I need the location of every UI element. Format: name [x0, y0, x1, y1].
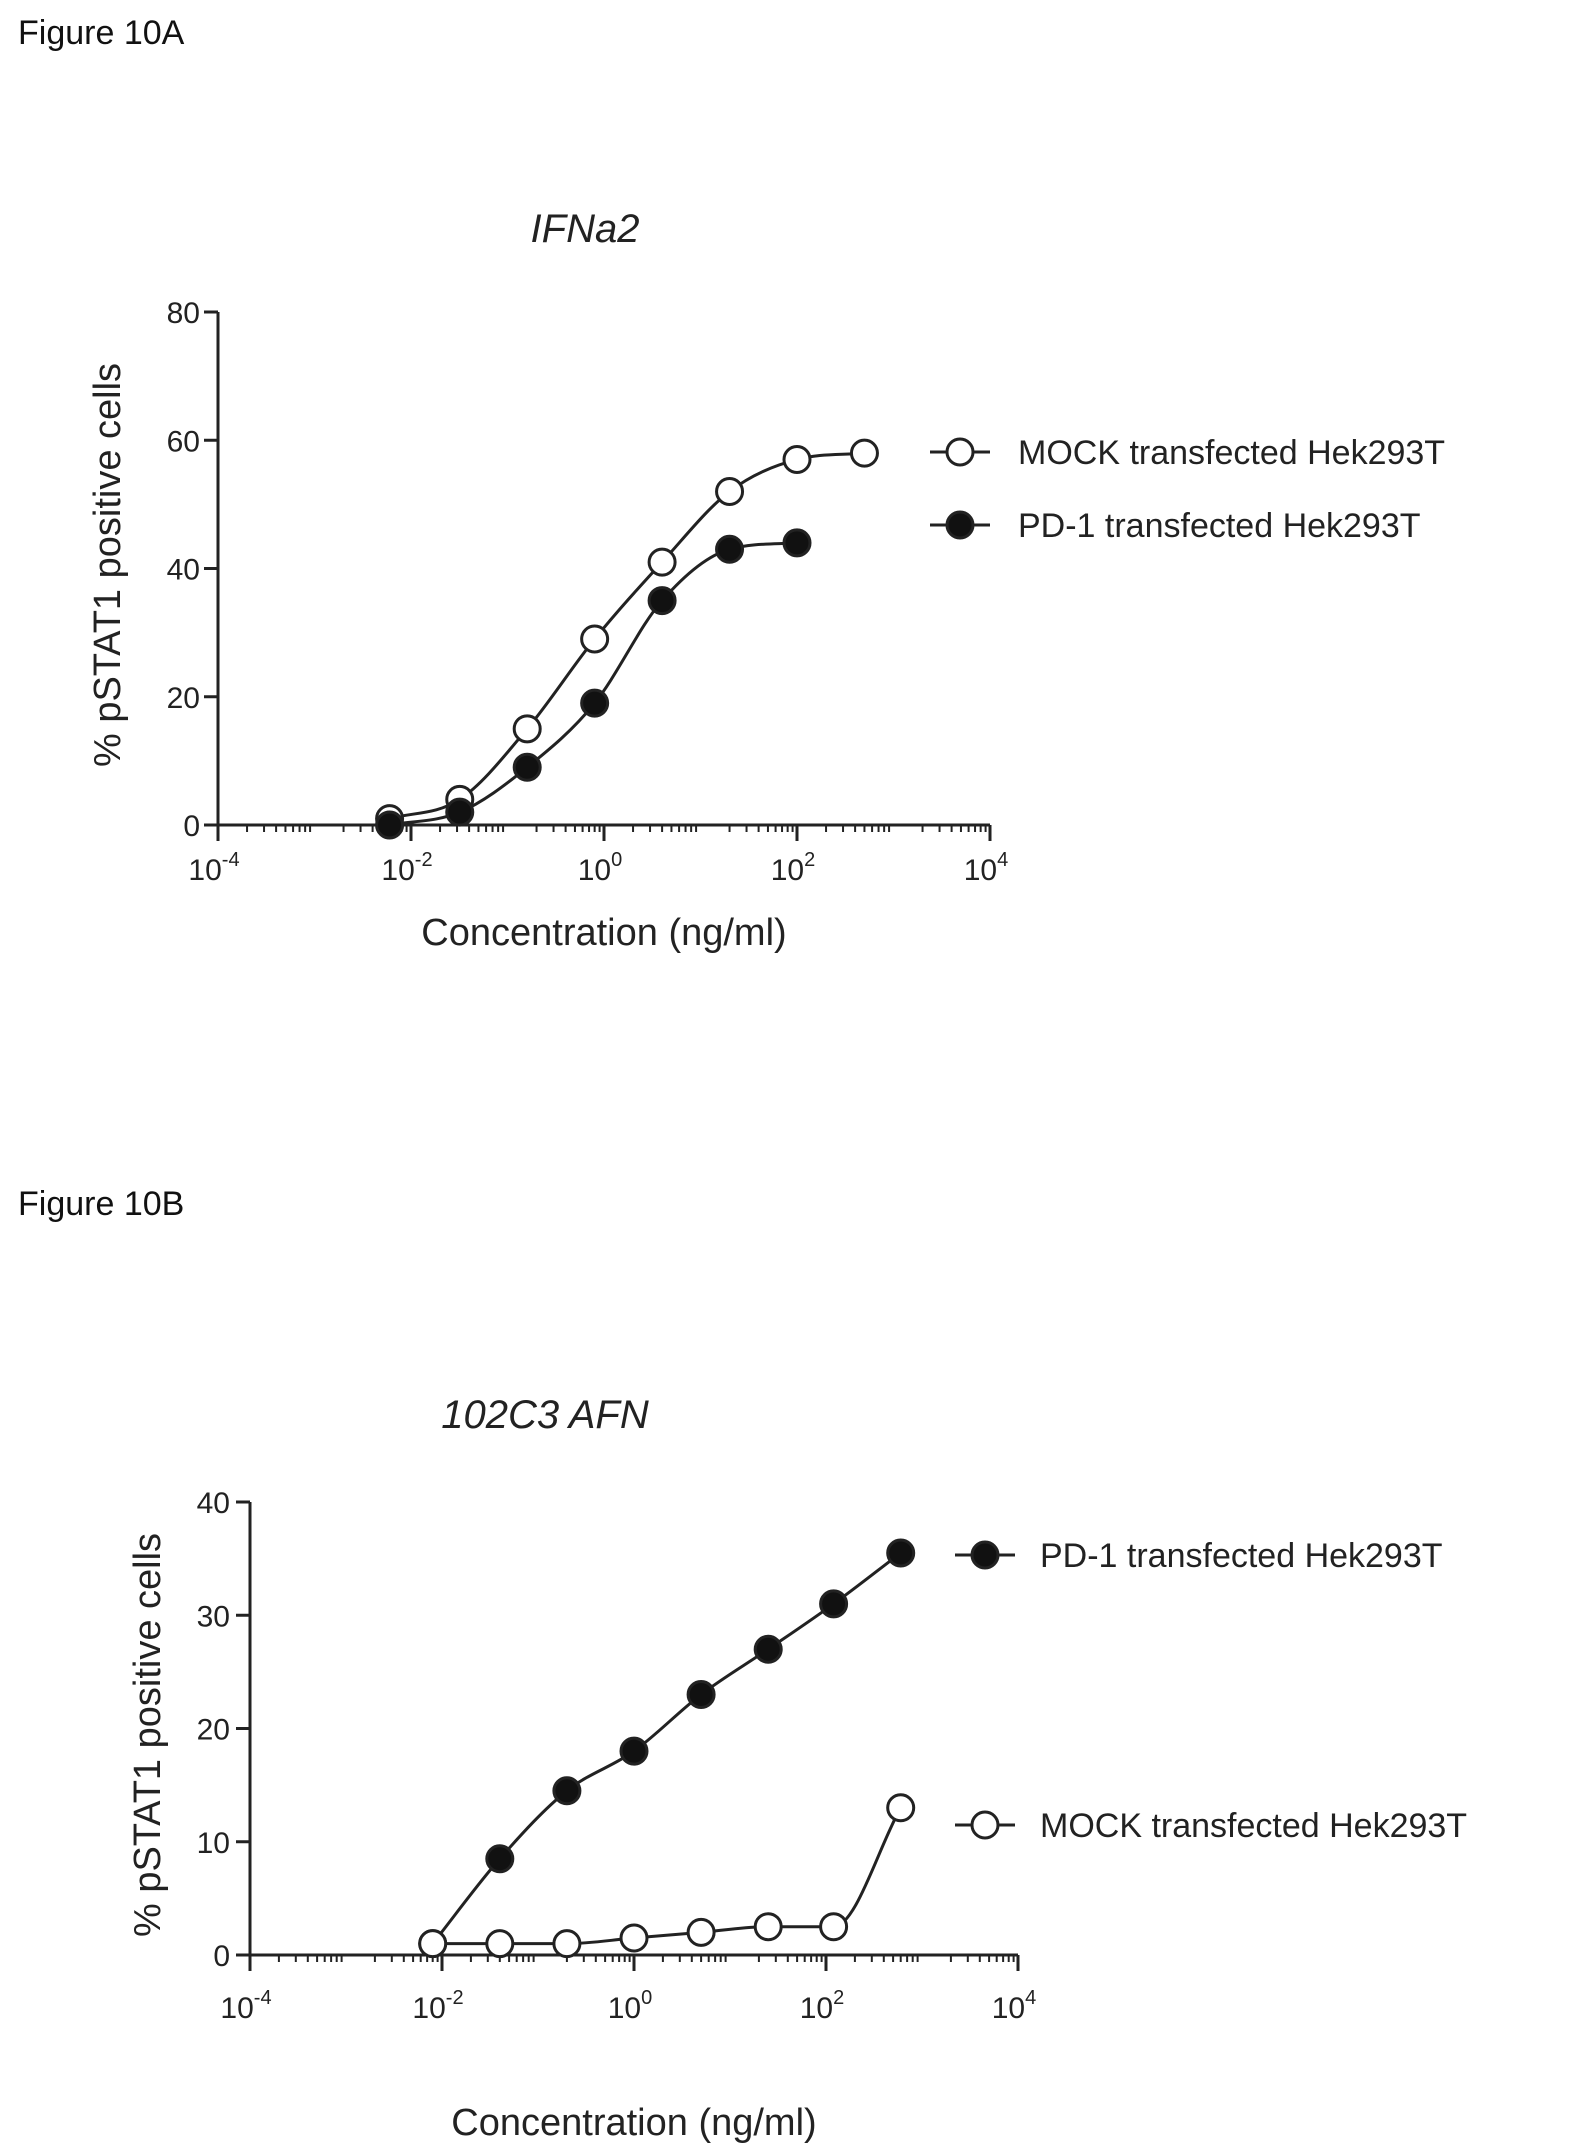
chart-title: 102C3 AFN [441, 1393, 649, 1437]
x-tick-label: 104 [964, 849, 1009, 887]
data-point [819, 1589, 849, 1619]
x-axis-label: Concentration (ng/ml) [451, 2102, 816, 2144]
x-tick-label: 102 [800, 1987, 845, 2025]
legend-entry: PD-1 transfected Hek293T [955, 1537, 1443, 1575]
x-tick-label: 104 [992, 1987, 1037, 2025]
legend-label: MOCK transfected Hek293T [1040, 1807, 1467, 1845]
data-point [686, 1917, 716, 1947]
series-line [389, 541, 798, 827]
y-axis-label: % pSTAT1 positive cells [127, 1533, 169, 1937]
x-tick-label: 100 [608, 1987, 653, 2025]
legend-entry: PD-1 transfected Hek293T [930, 507, 1421, 545]
data-point [619, 1736, 649, 1766]
data-point [782, 444, 812, 474]
legend-label: PD-1 transfected Hek293T [1018, 507, 1421, 545]
data-point [753, 1912, 783, 1942]
y-tick-label: 40 [197, 1487, 230, 1520]
legend-marker [970, 1810, 1000, 1840]
y-tick-label: 0 [183, 810, 200, 843]
y-tick-label: 0 [213, 1940, 230, 1973]
data-point [485, 1929, 515, 1959]
figure-label-b: Figure 10B [18, 1185, 185, 1223]
figure-label-a: Figure 10A [18, 14, 185, 52]
data-point [552, 1929, 582, 1959]
y-tick-label: 10 [197, 1827, 230, 1860]
x-tick-label: 102 [771, 849, 816, 887]
data-point [782, 528, 812, 558]
legend-entry: MOCK transfected Hek293T [930, 434, 1445, 472]
legend-label: MOCK transfected Hek293T [1018, 434, 1445, 472]
x-tick-label: 10-4 [220, 1987, 271, 2025]
data-point [445, 797, 475, 827]
data-point [580, 624, 610, 654]
data-point [715, 477, 745, 507]
data-point [849, 438, 879, 468]
data-point [512, 714, 542, 744]
x-tick-label: 10-2 [412, 1987, 463, 2025]
x-axis-label: Concentration (ng/ml) [421, 912, 786, 954]
legend-label: PD-1 transfected Hek293T [1040, 1537, 1443, 1575]
data-point [715, 534, 745, 564]
legend-entry: MOCK transfected Hek293T [955, 1807, 1467, 1845]
data-point [686, 1680, 716, 1710]
data-point [886, 1538, 916, 1568]
data-point [580, 688, 610, 718]
legend-marker [945, 437, 975, 467]
y-tick-label: 40 [167, 554, 200, 587]
series-pd-1 [375, 528, 812, 840]
y-tick-label: 80 [167, 297, 200, 330]
data-point [375, 810, 405, 840]
y-tick-label: 30 [197, 1600, 230, 1633]
series-line [389, 451, 865, 821]
data-point [647, 547, 677, 577]
data-point [619, 1923, 649, 1953]
chart-102c3-afn: 102C3 AFN 0 10 20 30 40 10-4 10-2 100 102 104 Conce… [127, 1393, 1467, 2144]
data-point [753, 1634, 783, 1664]
legend-marker [970, 1540, 1000, 1570]
data-point [886, 1793, 916, 1823]
y-axis-label: % pSTAT1 positive cells [87, 363, 129, 767]
x-tick-label: 10-2 [381, 849, 432, 887]
data-point [418, 1929, 448, 1959]
series-pd-1 [418, 1538, 916, 1959]
data-point [485, 1844, 515, 1874]
chart-ifna2: IFNa2 0 20 40 60 80 10-4 10-2 100 102 104 Concentra… [87, 207, 1445, 954]
data-point [552, 1776, 582, 1806]
data-point [819, 1912, 849, 1942]
y-tick-label: 20 [197, 1714, 230, 1747]
series-mock [375, 438, 879, 834]
x-tick-label: 100 [578, 849, 623, 887]
data-point [647, 586, 677, 616]
y-tick-label: 20 [167, 682, 200, 715]
data-point [512, 752, 542, 782]
x-tick-label: 10-4 [188, 849, 239, 887]
chart-title: IFNa2 [531, 207, 640, 251]
legend-marker [945, 510, 975, 540]
y-tick-label: 60 [167, 425, 200, 458]
series-mock [418, 1793, 916, 1959]
